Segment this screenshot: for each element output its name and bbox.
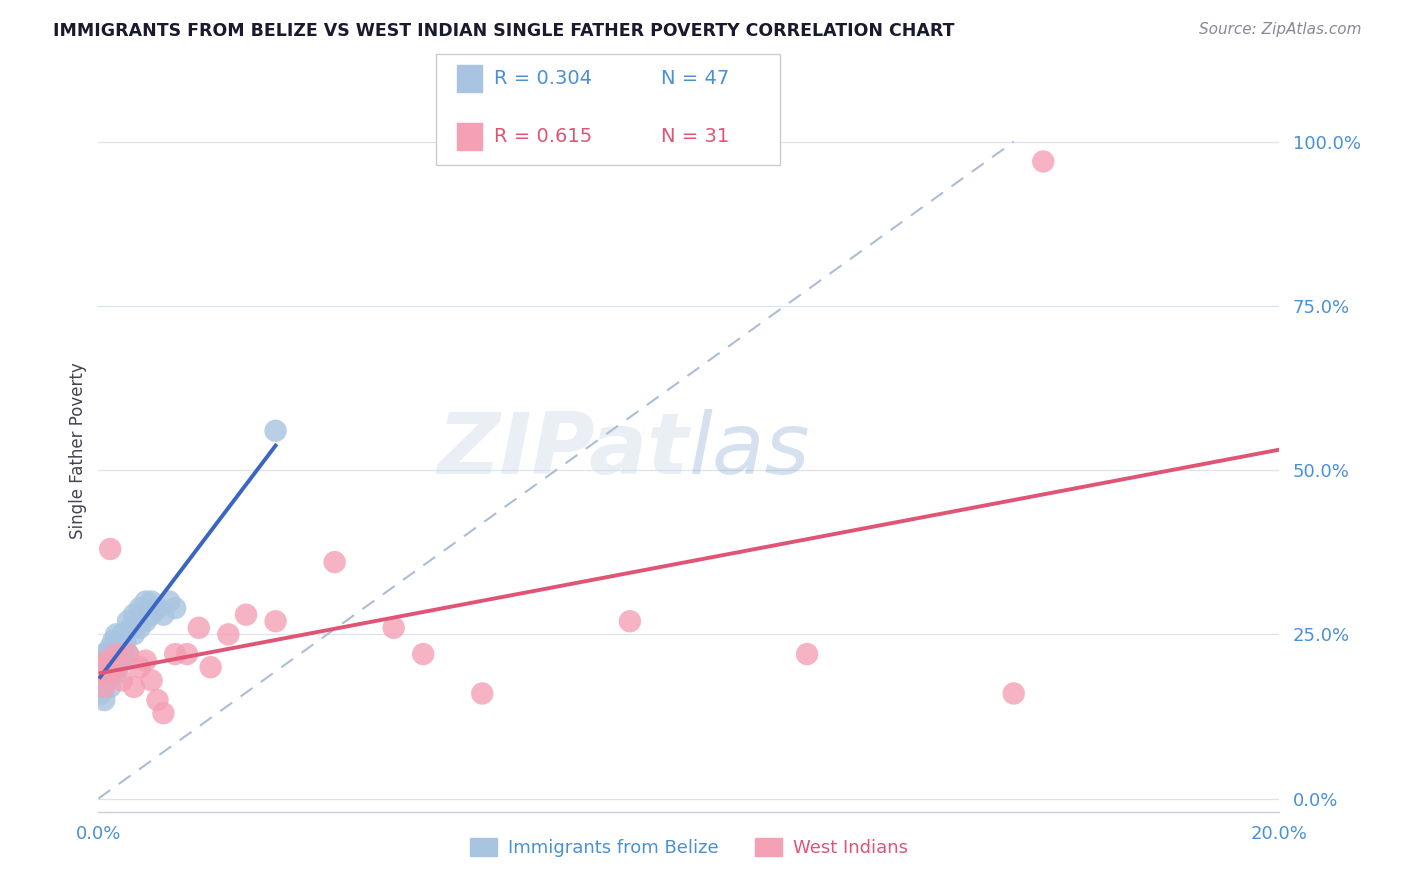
Point (105, 627, 128, 641)
Point (108, 634, 131, 648)
Point (146, 693, 169, 707)
Text: R = 0.615: R = 0.615 (494, 127, 592, 146)
Point (135, 594, 157, 608)
Point (93, 680, 115, 694)
Text: N = 31: N = 31 (661, 127, 730, 146)
Point (98, 654, 121, 668)
Point (157, 594, 180, 608)
Text: ZIPat: ZIPat (437, 409, 689, 492)
Point (796, 647, 818, 661)
Point (412, 647, 434, 661)
Point (98, 680, 121, 694)
Point (98, 541, 121, 556)
Point (98, 666, 121, 681)
Point (152, 706, 174, 721)
Point (90, 686, 112, 700)
Point (141, 673, 163, 688)
Point (471, 686, 494, 700)
Point (165, 601, 187, 615)
Point (111, 647, 134, 661)
Text: R = 0.304: R = 0.304 (494, 69, 592, 88)
Point (165, 647, 187, 661)
Point (105, 640, 128, 655)
Point (176, 647, 198, 661)
Point (152, 607, 174, 622)
Point (135, 614, 157, 628)
Text: IMMIGRANTS FROM BELIZE VS WEST INDIAN SINGLE FATHER POVERTY CORRELATION CHART: IMMIGRANTS FROM BELIZE VS WEST INDIAN SI… (53, 22, 955, 40)
Point (97, 647, 120, 661)
Point (105, 647, 128, 661)
Text: las: las (689, 409, 810, 492)
Point (146, 601, 169, 615)
Point (94, 660, 117, 674)
Point (114, 634, 136, 648)
Point (105, 647, 128, 661)
Point (1002, 686, 1025, 700)
Point (117, 647, 139, 661)
Point (120, 621, 142, 635)
Point (103, 654, 125, 668)
Point (141, 594, 163, 608)
Point (122, 607, 145, 622)
Text: Source: ZipAtlas.com: Source: ZipAtlas.com (1198, 22, 1361, 37)
Point (112, 654, 135, 668)
Point (100, 647, 122, 661)
Point (91, 673, 114, 688)
Y-axis label: Single Father Poverty: Single Father Poverty (69, 362, 87, 539)
Text: N = 47: N = 47 (661, 69, 730, 88)
Point (90, 660, 112, 674)
Point (1032, 154, 1054, 169)
Point (323, 555, 346, 569)
Point (117, 647, 139, 661)
Point (128, 621, 150, 635)
Point (97, 673, 120, 688)
Point (619, 614, 641, 628)
Point (122, 627, 145, 641)
Point (128, 601, 150, 615)
Point (235, 607, 257, 622)
Point (107, 660, 129, 674)
Point (105, 666, 128, 681)
Point (96, 666, 118, 681)
Point (111, 627, 134, 641)
Point (382, 621, 405, 635)
Point (135, 654, 157, 668)
Point (98, 660, 121, 674)
Point (105, 660, 128, 674)
Point (122, 680, 145, 694)
Point (200, 660, 222, 674)
Point (91, 654, 114, 668)
Point (264, 424, 287, 438)
Point (117, 614, 139, 628)
Point (264, 614, 287, 628)
Point (93, 693, 115, 707)
Point (98, 640, 121, 655)
Point (187, 621, 209, 635)
Point (89, 680, 111, 694)
Point (93, 660, 115, 674)
Point (94, 654, 117, 668)
Point (103, 634, 125, 648)
Point (91, 666, 114, 681)
Point (128, 660, 150, 674)
Legend: Immigrants from Belize, West Indians: Immigrants from Belize, West Indians (463, 830, 915, 864)
Point (141, 607, 163, 622)
Point (217, 627, 239, 641)
Point (101, 660, 124, 674)
Point (90, 666, 112, 681)
Point (96, 654, 118, 668)
Point (93, 647, 115, 661)
Point (111, 673, 134, 688)
